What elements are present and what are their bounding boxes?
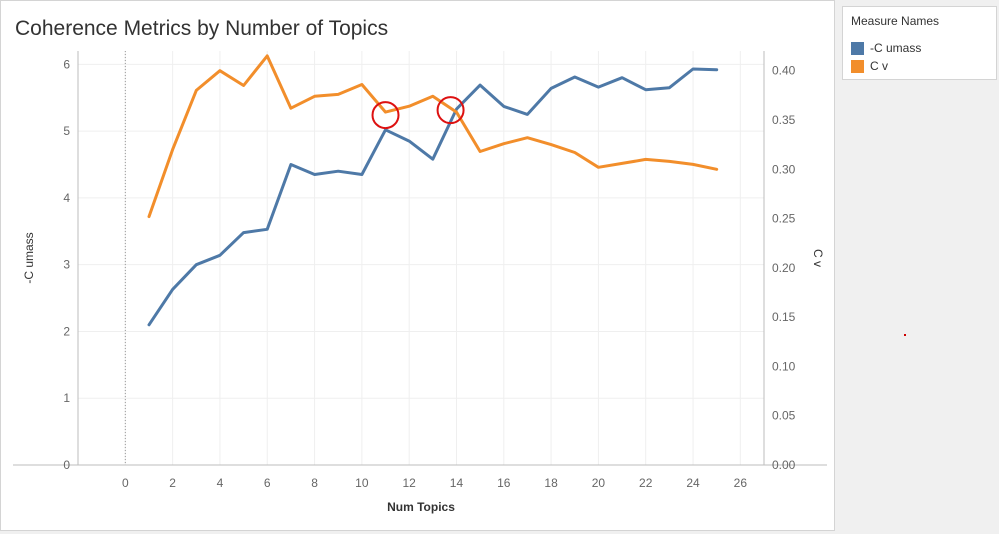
legend-swatch-c-umass: [851, 41, 864, 55]
y-right-axis-title: C v: [811, 249, 825, 267]
x-tick-label: 10: [355, 476, 369, 490]
legend-title: Measure Names: [851, 14, 940, 28]
x-tick-label: 12: [402, 476, 416, 490]
x-tick-label: 26: [734, 476, 748, 490]
x-tick-label: 24: [686, 476, 700, 490]
legend: Measure Names -C umass C v: [842, 6, 997, 80]
y-tick-label: 2: [63, 324, 70, 338]
y-tick-label: 5: [63, 124, 70, 138]
legend-swatch-c-v: [851, 59, 864, 73]
y-right-tick-label: 0.30: [772, 162, 796, 176]
x-tick-label: 20: [592, 476, 606, 490]
red-dot-mark: [904, 334, 906, 336]
x-tick-label: 4: [217, 476, 224, 490]
x-tick-label: 0: [122, 476, 129, 490]
x-tick-label: 8: [311, 476, 318, 490]
y-right-tick-label: 0.25: [772, 212, 796, 226]
y-right-tick-label: 0.40: [772, 64, 796, 78]
chart-title: Coherence Metrics by Number of Topics: [15, 17, 389, 40]
y-tick-label: 6: [63, 57, 70, 71]
chart-panel: Coherence Metrics by Number of Topics 0 1…: [0, 0, 835, 531]
y-right-tick-label: 0.05: [772, 409, 796, 423]
y-right-tick-label: 0.15: [772, 310, 796, 324]
x-tick-label: 2: [169, 476, 176, 490]
crossover-circle-annotation: [436, 96, 465, 125]
x-tick-label: 6: [264, 476, 271, 490]
y-tick-label: 0: [63, 458, 70, 472]
x-tick-label: 14: [450, 476, 464, 490]
legend-item-c-umass[interactable]: -C umass: [851, 40, 921, 56]
line-chart: 01234560.000.050.100.150.200.250.300.350…: [13, 51, 827, 514]
legend-label-c-umass: -C umass: [870, 41, 922, 55]
x-tick-label: 22: [639, 476, 653, 490]
y-tick-label: 3: [63, 258, 70, 272]
x-axis-title: Num Topics: [387, 500, 455, 514]
series-line-c-v: [147, 54, 719, 219]
y-axis-title: -C umass: [22, 232, 36, 283]
x-tick-label: 18: [544, 476, 558, 490]
y-right-tick-label: 0.20: [772, 261, 796, 275]
y-right-tick-label: 0.00: [772, 458, 796, 472]
y-right-tick-label: 0.35: [772, 113, 796, 127]
crossover-circle-annotation: [371, 101, 400, 130]
x-tick-label: 16: [497, 476, 511, 490]
legend-label-c-v: C v: [870, 59, 888, 73]
series-line-c-umass: [147, 67, 719, 327]
legend-item-c-v[interactable]: C v: [851, 58, 888, 74]
y-right-tick-label: 0.10: [772, 359, 796, 373]
y-tick-label: 4: [63, 191, 70, 205]
y-tick-label: 1: [63, 391, 70, 405]
